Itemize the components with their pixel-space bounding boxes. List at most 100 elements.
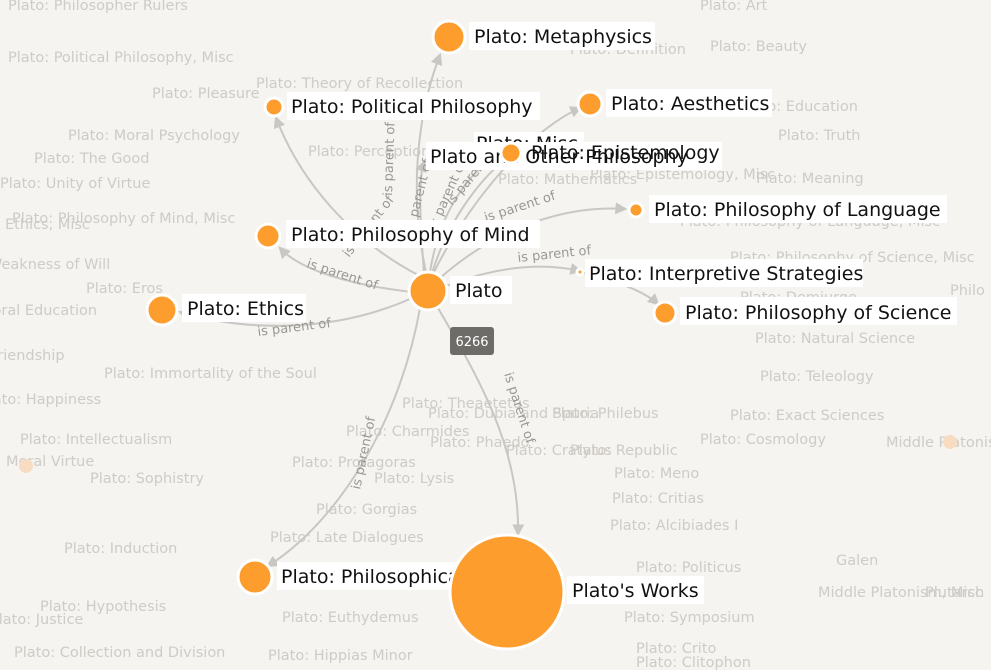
node-label: Plato bbox=[455, 280, 502, 302]
edge-method bbox=[265, 307, 421, 568]
node-platos-works[interactable]: Plato's Works bbox=[448, 533, 704, 651]
node-epistemology[interactable]: Plato: Epistemology bbox=[499, 141, 720, 165]
node-label: Plato: Philosophy of Science bbox=[685, 302, 952, 324]
node-label: Plato: Philosophy of Mind bbox=[291, 224, 530, 246]
bg-label: Plato: Truth bbox=[778, 128, 860, 144]
bg-label: Plato: Pleasure bbox=[152, 86, 260, 102]
bg-label: Plato: Theaetetus bbox=[402, 396, 530, 412]
bg-label: Plato: Meaning bbox=[756, 171, 864, 187]
bg-label: Plato: Late Dialogues bbox=[270, 530, 424, 546]
bg-label: Plato: Cratylus bbox=[506, 443, 612, 459]
node-ethics[interactable]: Plato: Ethics bbox=[145, 293, 306, 327]
bg-label: Plato: Euthydemus bbox=[282, 610, 419, 626]
node-circle[interactable] bbox=[236, 558, 274, 596]
bg-label: Plato: Republic bbox=[570, 443, 678, 459]
bg-label: Plato: Symposium bbox=[624, 610, 755, 626]
count-badge-text: 6266 bbox=[455, 335, 488, 350]
bg-label: Plato: Unity of Virtue bbox=[0, 176, 150, 192]
bg-label: Plato: Moral Psychology bbox=[68, 128, 240, 144]
node-philosophy-of-science[interactable]: Plato: Philosophy of Science bbox=[652, 297, 957, 326]
edge-political bbox=[273, 115, 421, 277]
bg-label: Middle Platonism, Misc bbox=[818, 585, 983, 601]
node-label: Plato: Political Philosophy bbox=[291, 96, 533, 118]
node-philosophy-of-language[interactable]: Plato: Philosophy of Language bbox=[627, 195, 947, 223]
bg-label: Plato: Philosophy of Mind, Misc bbox=[12, 211, 235, 227]
bg-label: Plato: Lysis bbox=[374, 471, 454, 487]
node-circle[interactable] bbox=[575, 267, 585, 277]
bg-label: Plato: Clitophon bbox=[636, 655, 751, 670]
node-label: Plato: Epistemology bbox=[531, 142, 720, 164]
bg-node bbox=[943, 435, 957, 449]
bg-label: Plato: Natural Science bbox=[755, 331, 915, 347]
node-circle[interactable] bbox=[576, 90, 604, 118]
node-circle[interactable] bbox=[263, 96, 285, 118]
bg-label: Plato: Mathematics bbox=[498, 172, 637, 188]
bg-label: Ethics, Misc bbox=[5, 217, 90, 233]
edge-label: is parent of bbox=[305, 257, 380, 294]
node-label: Plato: Metaphysics bbox=[474, 26, 652, 48]
bg-label: Plato: Dubia and Spuria bbox=[428, 406, 599, 422]
node-philosophy-of-mind[interactable]: Plato: Philosophy of Mind bbox=[254, 220, 540, 250]
node-circle[interactable] bbox=[499, 141, 523, 165]
node-other-philosophy[interactable]: Plato and Other Philosophy bbox=[426, 142, 722, 170]
bg-label: Middle Platonism bbox=[886, 435, 991, 451]
count-badge: 6266 bbox=[450, 327, 494, 355]
bg-label: Plato: Philebus bbox=[552, 406, 659, 422]
edge-mind bbox=[278, 246, 413, 293]
node-circle[interactable] bbox=[652, 300, 678, 326]
node-political-philosophy[interactable]: Plato: Political Philosophy bbox=[263, 92, 540, 120]
node-label: Plato: Interpretive Strategies bbox=[589, 263, 863, 285]
bg-label: Philo bbox=[950, 283, 985, 299]
node-label: Plato: Aesthetics bbox=[611, 93, 769, 115]
bg-label: Plato: Art bbox=[700, 0, 768, 14]
bg-label: Plato: Beauty bbox=[710, 39, 807, 55]
edge-other bbox=[415, 159, 427, 274]
edge-label: is parent of bbox=[381, 121, 399, 196]
bg-label: Friendship bbox=[0, 348, 65, 364]
bg-label: Plato: Politicus bbox=[636, 560, 741, 576]
bg-label: Plato: Alcibiades I bbox=[610, 518, 738, 534]
node-circle[interactable] bbox=[431, 19, 467, 55]
node-label: Plato's Works bbox=[572, 580, 699, 602]
bg-label: Moral Education bbox=[0, 303, 97, 319]
node-circle[interactable] bbox=[627, 201, 645, 219]
bg-label: Plato: Immortality of the Soul bbox=[104, 366, 317, 382]
bg-label: Plato: Critias bbox=[612, 491, 704, 507]
bg-label: Plato: Perception bbox=[308, 144, 430, 160]
node-label: Plato: Philosophy of Language bbox=[654, 199, 941, 221]
bg-label: Plato: Political Philosophy, Misc bbox=[8, 50, 234, 66]
bg-label: Plato: Collection and Division bbox=[14, 645, 225, 661]
bg-label: Plato: Hippias Minor bbox=[268, 648, 413, 664]
node-interpretive-strategies[interactable]: Plato: Interpretive Strategies bbox=[575, 259, 863, 287]
bg-label: Plato: Philosopher Rulers bbox=[8, 0, 188, 14]
node-label: Plato and Other Philosophy bbox=[430, 146, 688, 168]
node-circle[interactable] bbox=[145, 293, 179, 327]
node-aesthetics[interactable]: Plato: Aesthetics bbox=[576, 89, 772, 118]
bg-label: Plato: Justice bbox=[0, 612, 83, 628]
node-circle[interactable] bbox=[407, 270, 449, 312]
bg-label: Plato: Theory of Recollection bbox=[256, 76, 463, 92]
bg-label: Plato: Induction bbox=[64, 541, 177, 557]
bg-label: Weakness of Will bbox=[0, 257, 110, 273]
bg-label: Plato: Epistemology, Misc bbox=[590, 167, 775, 183]
node-circle[interactable] bbox=[448, 533, 566, 651]
node-circle[interactable] bbox=[254, 222, 282, 250]
bg-label: Plato: Exact Sciences bbox=[730, 408, 884, 424]
bg-label: Plato: Teleology bbox=[760, 369, 874, 385]
bg-label: Plato: Crito bbox=[636, 641, 717, 657]
bg-label: Plato: Intellectualism bbox=[20, 432, 172, 448]
bg-label: Plato: Sophistry bbox=[90, 471, 204, 487]
bg-label: Plato: Happiness bbox=[0, 392, 101, 408]
bg-label: Plato: Hypothesis bbox=[40, 599, 166, 615]
bg-label: Plato: Gorgias bbox=[316, 502, 417, 518]
node-metaphysics[interactable]: Plato: Metaphysics bbox=[431, 19, 655, 55]
bg-label: Galen bbox=[836, 553, 878, 569]
bg-label: Plato: Cosmology bbox=[700, 432, 826, 448]
bg-node bbox=[19, 459, 33, 473]
bg-label: Plutarch bbox=[925, 585, 984, 601]
bg-label: Plato: Protagoras bbox=[292, 455, 416, 471]
node-plato[interactable]: Plato bbox=[407, 270, 512, 312]
bg-label: Plato: Meno bbox=[614, 466, 699, 482]
